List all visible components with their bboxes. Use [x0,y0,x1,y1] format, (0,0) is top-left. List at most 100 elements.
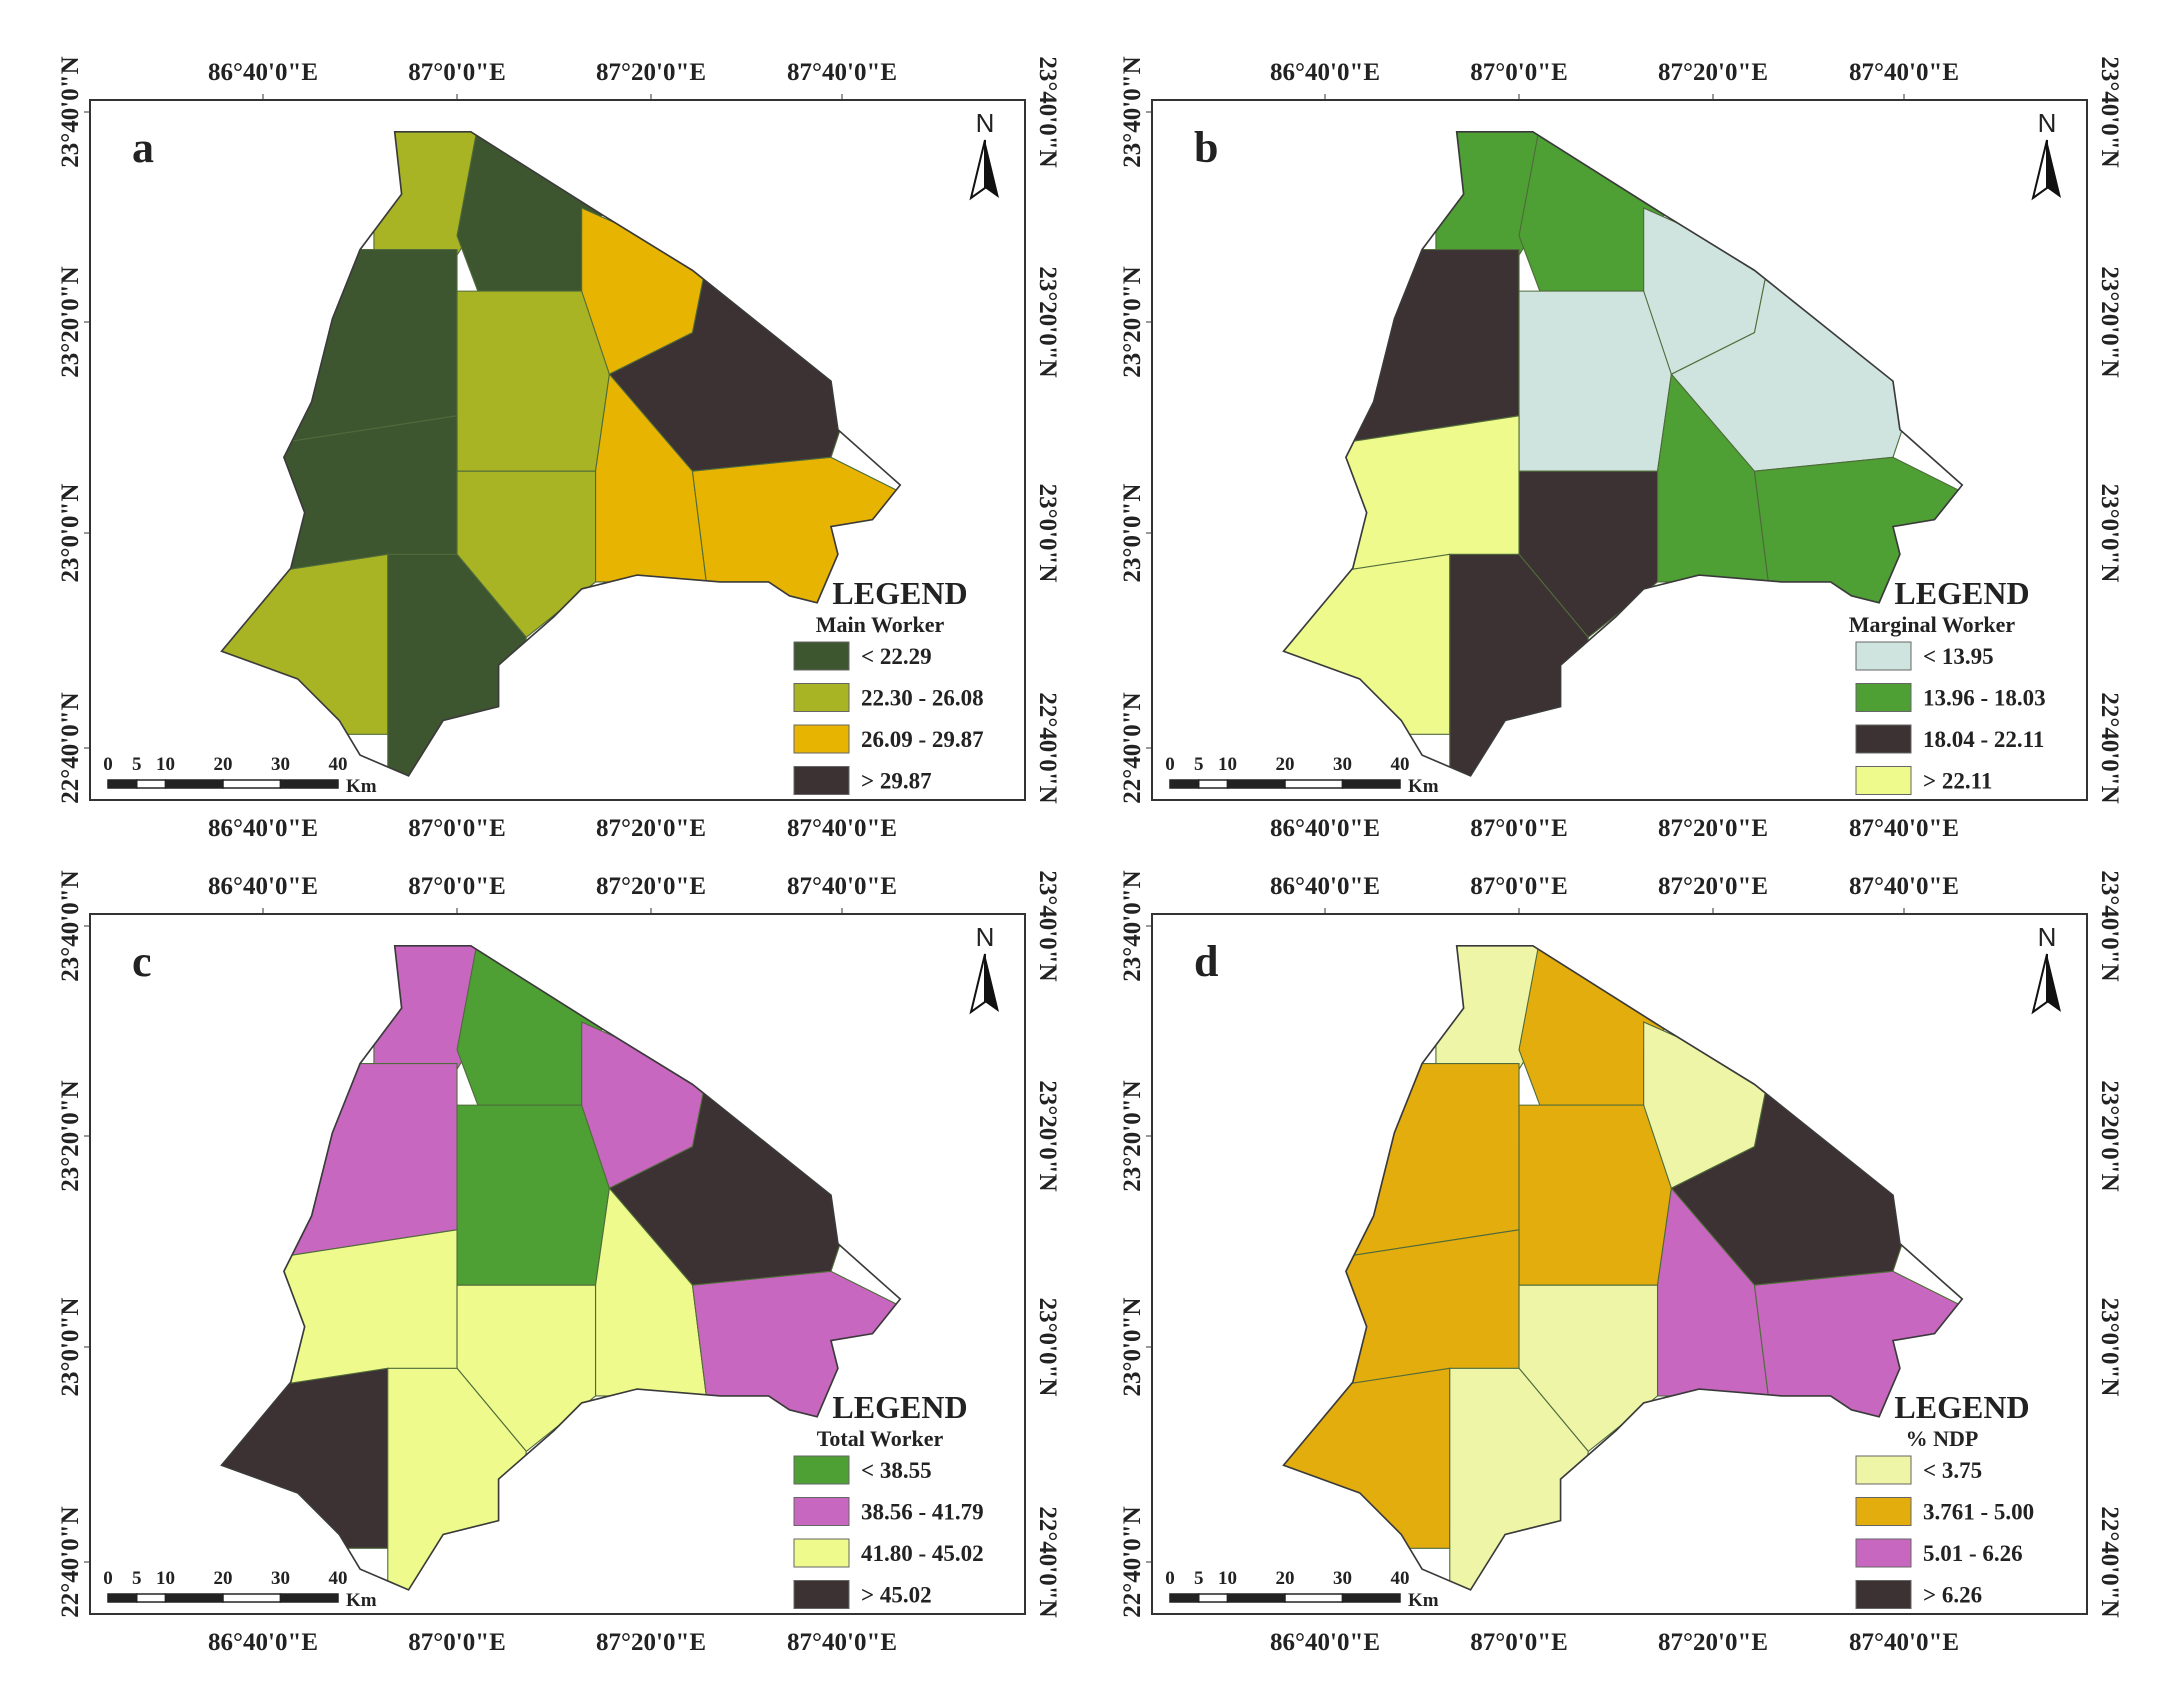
legend-swatch [1855,1497,1912,1526]
latitude-label: 23°40'0"N [57,870,84,981]
longitude-label: 87°20'0"E [1658,873,1768,900]
map-panel: 86°40'0"E 86°40'0"E 87°0'0"E 87°0'0"E 87°20'… [57,870,1061,1656]
legend-swatch [793,1538,850,1568]
legend-label: 18.04 - 22.11 [1923,727,2044,752]
longitude-label: 86°40'0"E [208,815,318,842]
legend-subtitle: Total Worker [817,1426,944,1451]
longitude-label: 87°0'0"E [408,1629,506,1656]
longitude-label: 87°40'0"E [1849,873,1959,900]
district-outline [1282,131,1964,777]
legend-title: LEGEND [1894,575,2029,611]
legend-swatch [1855,1538,1912,1568]
legend-swatch [1855,641,1912,671]
scale-label: 40 [1391,754,1410,775]
latitude-label: 23°20'0"N [57,1080,84,1191]
scale-label: 30 [1333,754,1352,775]
legend-swatch [793,1497,850,1526]
legend-label: 41.80 - 45.02 [861,1541,984,1566]
latitude-label: 23°40'0"N [1034,870,1061,981]
latitude-label: 23°0'0"N [1119,484,1146,583]
longitude-label: 86°40'0"E [1270,1629,1380,1656]
longitude-label: 87°20'0"E [596,815,706,842]
north-arrow [985,954,999,1012]
scale-label: 10 [156,1568,175,1589]
scale-segment [222,779,282,789]
latitude-label: 23°0'0"N [1119,1298,1146,1397]
latitude-label: 23°20'0"N [1034,1080,1061,1191]
scale-label: 0 [103,754,113,775]
scale-segment [1169,779,1200,789]
latitude-label: 22°40'0"N [1119,1506,1146,1617]
scale-label: 30 [271,1568,290,1589]
scale-label: 40 [329,1568,348,1589]
legend-swatch [793,766,850,795]
longitude-label: 87°20'0"E [596,59,706,86]
latitude-label: 23°20'0"N [1119,266,1146,377]
district [1518,1104,1672,1286]
scale-label: 20 [1276,754,1295,775]
longitude-label: 87°40'0"E [1849,815,1959,842]
scale-segment [1226,1593,1286,1603]
longitude-label: 86°40'0"E [1270,815,1380,842]
north-arrow [2047,140,2061,198]
legend-label: 3.761 - 5.00 [1923,1500,2034,1525]
longitude-label: 87°0'0"E [408,59,506,86]
latitude-label: 22°40'0"N [2096,1506,2123,1617]
north-arrow [2047,954,2061,1012]
district-outline [220,945,902,1591]
legend-title: LEGEND [832,1389,967,1425]
north-arrow [969,953,986,1015]
north-arrow [969,139,986,201]
longitude-label: 86°40'0"E [1270,873,1380,900]
latitude-label: 22°40'0"N [1034,1506,1061,1617]
longitude-label: 87°20'0"E [596,873,706,900]
legend-label: < 13.95 [1923,644,1994,669]
legend-swatch [1855,766,1912,795]
longitude-label: 87°0'0"E [1470,815,1568,842]
map-panel: 86°40'0"E 86°40'0"E 87°0'0"E 87°0'0"E 87°20'… [1119,56,2123,842]
latitude-label: 22°40'0"N [2096,692,2123,803]
scale-segment [1198,1593,1229,1603]
latitude-label: 23°40'0"N [57,56,84,167]
longitude-label: 86°40'0"E [208,873,318,900]
latitude-label: 23°0'0"N [1034,484,1061,583]
legend-label: 26.09 - 29.87 [861,727,984,752]
scale-unit: Km [346,1590,377,1611]
longitude-label: 86°40'0"E [208,1629,318,1656]
longitude-label: 87°40'0"E [787,1629,897,1656]
latitude-label: 22°40'0"N [57,692,84,803]
legend-label: > 29.87 [861,769,932,794]
latitude-label: 23°0'0"N [2096,484,2123,583]
latitude-label: 23°0'0"N [57,1298,84,1397]
panel-letter: c [132,937,152,986]
latitude-label: 23°0'0"N [2096,1298,2123,1397]
latitude-label: 23°20'0"N [2096,1080,2123,1191]
scale-unit: Km [1408,1590,1439,1611]
scale-segment [1169,1593,1200,1603]
legend-swatch [793,683,850,712]
north-arrow [2031,139,2048,201]
legend-label: < 3.75 [1923,1458,1982,1483]
latitude-label: 23°20'0"N [57,266,84,377]
scale-label: 20 [214,754,233,775]
legend-label: > 45.02 [861,1583,932,1608]
north-arrow [2031,953,2048,1015]
district [456,1104,610,1286]
scale-segment [136,779,167,789]
legend-swatch [793,641,850,671]
scale-segment [1284,779,1344,789]
longitude-label: 87°20'0"E [1658,59,1768,86]
longitude-label: 87°0'0"E [408,815,506,842]
legend-swatch [1855,683,1912,712]
legend-label: > 6.26 [1923,1583,1982,1608]
latitude-label: 23°0'0"N [1034,1298,1061,1397]
longitude-label: 87°0'0"E [1470,1629,1568,1656]
scale-segment [1226,779,1286,789]
latitude-label: 23°20'0"N [1034,266,1061,377]
scale-segment [1284,1593,1344,1603]
scale-label: 10 [1218,1568,1237,1589]
legend-label: 5.01 - 6.26 [1923,1541,2023,1566]
scale-segment [279,1593,339,1603]
district-outline [220,131,902,777]
scale-label: 30 [271,754,290,775]
